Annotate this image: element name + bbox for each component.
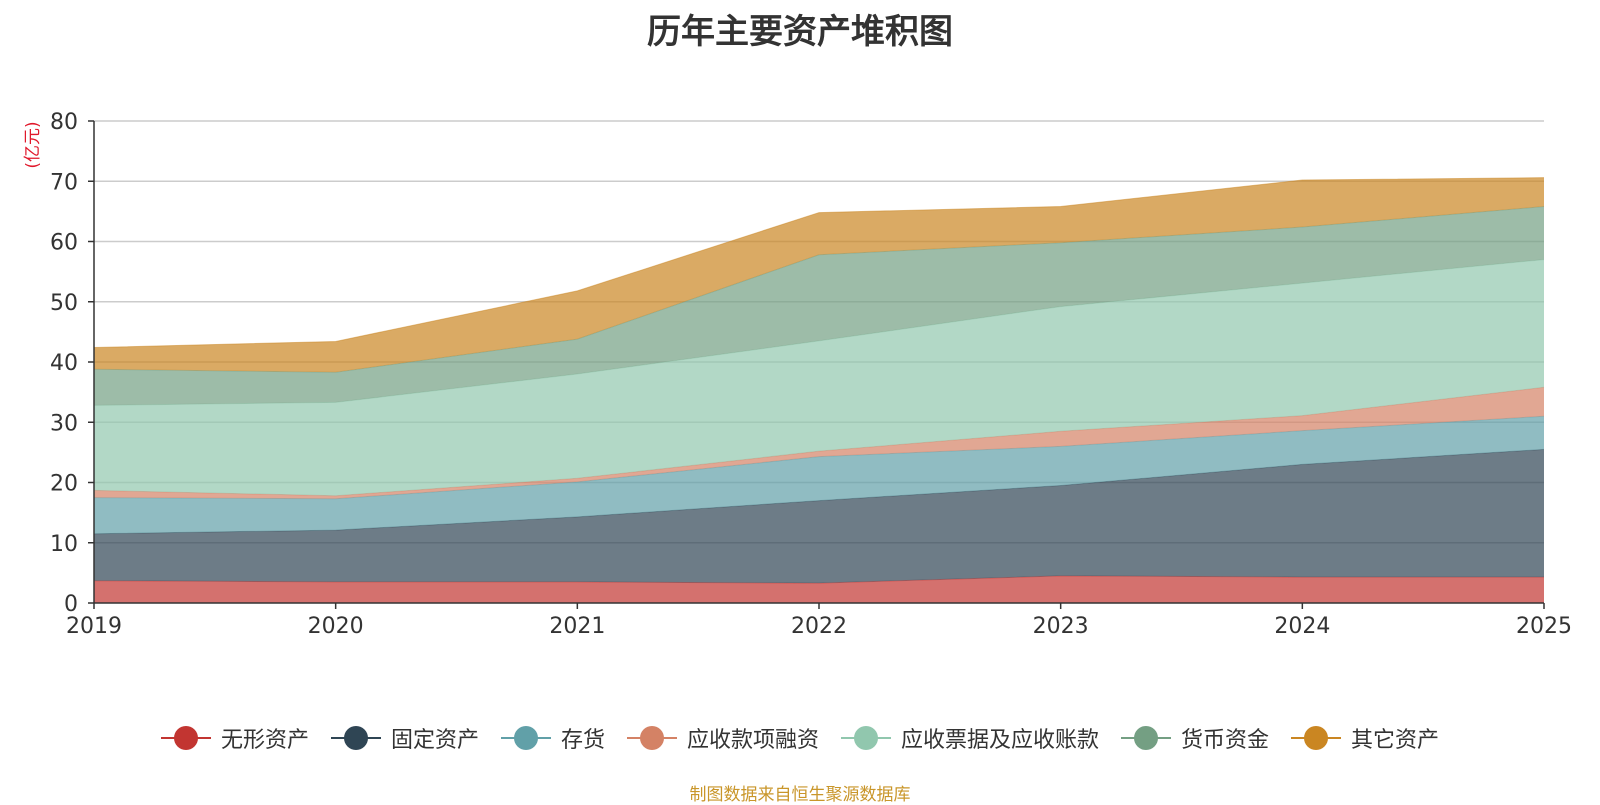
y-tick-label: 80 xyxy=(50,110,78,135)
area-series-2[interactable] xyxy=(94,416,1544,534)
legend: 无形资产 固定资产 存货 应收款项融资 应收票据及应收账款 货币资金 其它资产 xyxy=(0,718,1600,758)
legend-marker-dot xyxy=(343,726,368,750)
x-tick-label: 2020 xyxy=(308,614,364,639)
legend-marker-dot xyxy=(1304,726,1329,750)
chart-title: 历年主要资产堆积图 xyxy=(647,12,953,52)
y-tick-label: 30 xyxy=(50,411,78,436)
legend-marker-icon xyxy=(160,726,211,750)
y-tick-label: 50 xyxy=(50,291,78,316)
legend-item-4[interactable]: 应收票据及应收账款 xyxy=(841,722,1099,754)
axes: 0 10 20 30 40 50 60 70 80 2019 2020 2021 2022 2023 202… xyxy=(50,110,1572,639)
y-axis-unit-label: (亿元) xyxy=(23,121,43,168)
legend-marker-icon xyxy=(841,726,891,750)
legend-marker-dot xyxy=(513,726,538,750)
x-tick-label: 2025 xyxy=(1516,614,1572,639)
x-tick-label: 2022 xyxy=(791,614,847,639)
legend-label: 应收款项融资 xyxy=(686,728,819,753)
legend-item-0[interactable]: 无形资产 xyxy=(160,722,309,754)
y-tick-label: 10 xyxy=(50,532,78,557)
legend-marker-icon xyxy=(500,726,551,750)
legend-marker-dot xyxy=(173,726,198,750)
area-series-0[interactable] xyxy=(94,575,1544,603)
area-series-1[interactable] xyxy=(94,449,1544,584)
legend-marker-dot xyxy=(854,726,878,750)
y-tick-label: 20 xyxy=(50,472,78,497)
y-tick-label: 60 xyxy=(50,231,78,256)
legend-item-5[interactable]: 货币资金 xyxy=(1121,722,1269,754)
area-edge-series-6 xyxy=(93,177,1545,349)
area-series-6[interactable] xyxy=(94,177,1544,373)
x-tick-label: 2019 xyxy=(66,614,122,639)
legend-label: 无形资产 xyxy=(220,728,309,753)
legend-item-1[interactable]: 固定资产 xyxy=(330,722,479,754)
legend-marker-icon xyxy=(1291,726,1342,750)
legend-label: 固定资产 xyxy=(390,728,479,753)
legend-label: 其它资产 xyxy=(1351,728,1440,753)
legend-item-6[interactable]: 其它资产 xyxy=(1291,722,1439,754)
series-areas xyxy=(93,177,1545,603)
source-note: 制图数据来自恒生聚源数据库 xyxy=(689,785,911,805)
x-tick-label: 2021 xyxy=(549,614,605,639)
legend-item-2[interactable]: 存货 xyxy=(500,722,605,754)
legend-label: 应收票据及应收账款 xyxy=(901,728,1100,753)
legend-label: 存货 xyxy=(560,728,605,753)
legend-marker-icon xyxy=(1121,726,1172,750)
x-tick-label: 2023 xyxy=(1033,614,1089,639)
legend-marker-dot xyxy=(1134,726,1159,750)
legend-marker-dot xyxy=(639,726,664,750)
y-tick-label: 70 xyxy=(50,170,78,195)
legend-label: 货币资金 xyxy=(1181,728,1270,753)
legend-marker-icon xyxy=(330,726,381,750)
y-tick-label: 40 xyxy=(50,351,78,376)
legend-marker-icon xyxy=(626,726,677,750)
y-tick-label: 0 xyxy=(64,592,78,617)
x-tick-label: 2024 xyxy=(1274,614,1330,639)
area-series-4[interactable] xyxy=(94,259,1544,496)
legend-item-3[interactable]: 应收款项融资 xyxy=(626,722,819,754)
